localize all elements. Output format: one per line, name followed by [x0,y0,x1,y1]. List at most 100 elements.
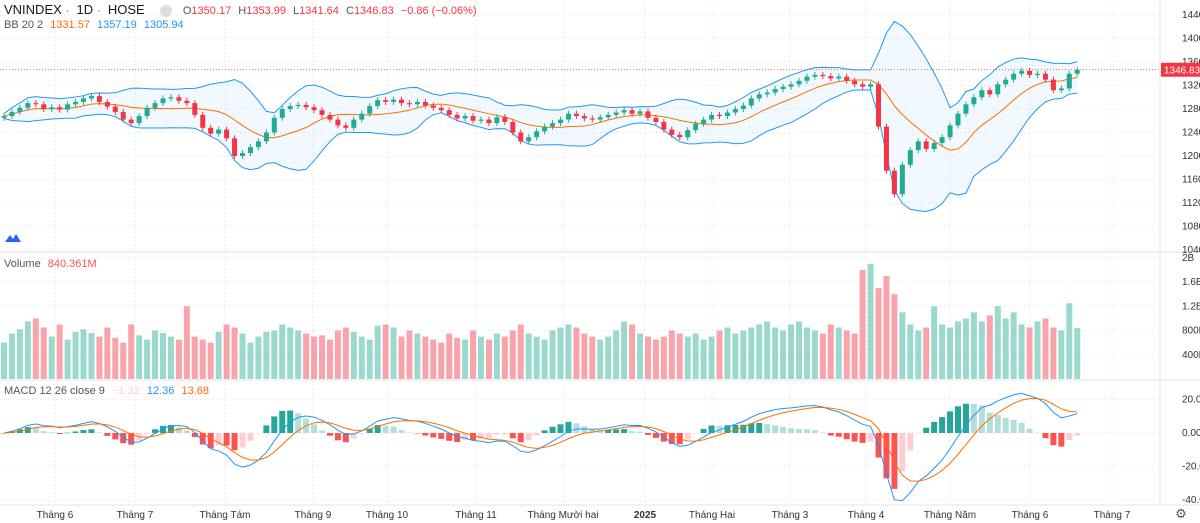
macd-histogram-bar [803,429,810,433]
volume-bar [700,339,707,379]
volume-bar [175,339,182,379]
volume-bar [772,327,779,379]
macd-histogram-bar [994,415,1001,433]
volume-bar [223,324,230,379]
candle-body [160,98,166,104]
macd-legend[interactable]: MACD 12 26 close 9 −1.32 12.36 13.68 [4,385,213,397]
volume-bar [48,336,55,379]
volume-bar [843,330,850,379]
candle-body [271,117,277,133]
macd-histogram-bar [191,433,198,438]
candle-body [406,103,412,105]
macd-histogram-bar [271,416,278,433]
time-tick-label: Tháng 6 [37,510,74,521]
volume-bar [446,333,453,379]
candle-body [9,111,15,117]
volume-bar [32,318,39,379]
volume-legend[interactable]: Volume 840.361M [4,258,101,270]
open-label: O [182,5,192,17]
volume-bar [382,324,389,379]
candle-body [335,119,341,126]
macd-histogram-bar [263,425,270,433]
volume-bar [152,330,159,379]
volume-bar [64,339,71,379]
candle-body [502,117,508,122]
price-tick-label: 1080.00 [1182,222,1200,233]
time-tick-label: Tháng Năm [924,510,976,521]
candle-body [287,106,293,109]
time-tick-label: Tháng Mười hai [527,510,598,521]
macd-histogram-bar [811,430,818,433]
macd-tick-label: -20.00 [1182,462,1200,473]
volume-bar [199,339,206,379]
volume-bar [295,330,302,379]
bb-legend[interactable]: BB 20 2 1331.57 1357.19 1305.94 [4,19,188,31]
settings-gear-icon[interactable]: ⚙ [1175,506,1187,521]
macd-histogram-bar [422,433,429,436]
macd-histogram-bar [1026,428,1033,433]
candle-body [208,127,214,134]
volume-bar [350,331,357,379]
macd-histogram-bar [843,433,850,440]
collapse-icon[interactable] [159,5,172,18]
macd-histogram-bar [207,433,214,449]
macd-histogram-bar [565,421,572,433]
volume-bar [160,332,166,379]
macd-histogram-bar [788,428,795,433]
macd-histogram-bar [597,429,604,433]
macd-histogram-bar [446,433,453,441]
macd-histogram-bar [32,427,39,433]
macd-histogram-bar [96,432,103,433]
candle-body [351,119,357,128]
volume-bar [613,330,620,379]
candle-body [192,103,198,115]
macd-histogram-bar [414,433,421,434]
candle-body [573,113,579,117]
volume-bar [533,336,540,379]
volume-bar [366,339,373,379]
volume-bar [621,321,628,379]
macd-histogram-bar [859,433,866,443]
macd-histogram-bar [326,433,333,436]
macd-histogram-bar [549,426,556,433]
macd-histogram-bar [557,424,564,433]
candle-body [359,113,365,120]
volume-bar [541,339,548,379]
volume-bar [311,336,318,379]
volume-bar [144,339,151,379]
candle-body [383,100,389,102]
candle-body [550,123,556,127]
volume-tick-label: 400M [1182,350,1200,361]
macd-histogram-bar [1050,433,1057,446]
candle-body [49,107,55,109]
volume-bar [867,263,874,379]
candle-body [168,97,174,99]
volume-bar [326,339,333,379]
volume-bar [660,336,667,379]
candle-body [852,80,858,85]
candle-body [939,137,945,144]
tradingview-logo-icon[interactable] [4,230,22,244]
macd-histogram-bar [398,429,405,433]
macd-histogram-bar [493,433,500,435]
macd-histogram-bar [867,433,874,442]
candle-body [581,116,587,119]
candle-body [804,76,810,81]
bb-lower-line [3,89,1078,213]
volume-bar [398,336,405,379]
candle-body [303,104,309,108]
macd-histogram-bar [907,433,914,451]
macd-histogram-bar [366,428,373,433]
volume-bar [215,331,222,379]
candle-body [987,90,993,95]
macd-value: 12.36 [146,385,175,397]
candle-body [931,143,937,149]
time-tick-label: Tháng 10 [366,510,409,521]
candle-body [717,114,722,117]
candle-body [430,105,436,108]
macd-histogram-bar [915,433,922,434]
time-tick-label: Tháng 4 [848,510,885,521]
interval[interactable]: 1D [76,2,94,17]
candle-body [995,84,1001,95]
